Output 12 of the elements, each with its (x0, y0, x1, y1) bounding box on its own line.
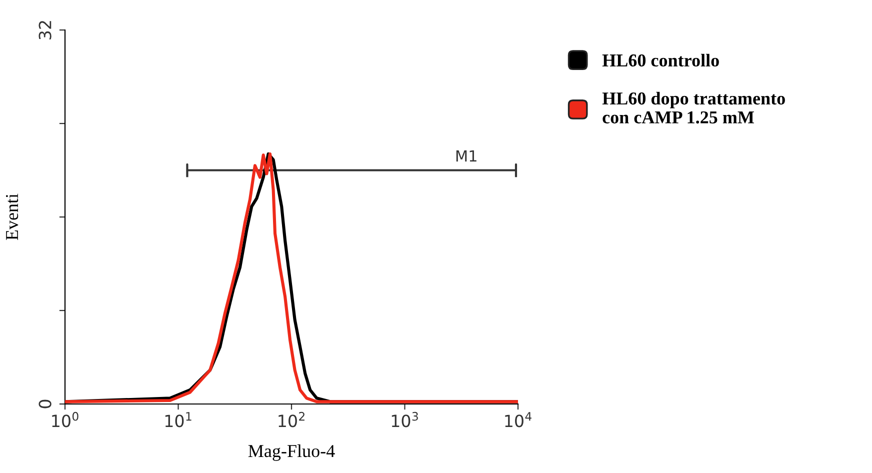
annotation: M1 (456, 150, 476, 162)
y-axis-title: Eventi (6, 194, 18, 240)
x-axis-title: Mag-Fluo-4 (248, 444, 335, 461)
x-tick-label: 10$^{2}$ (278, 412, 304, 428)
x-tick-label: 10$^{3}$ (392, 412, 418, 428)
legend-label: HL60 controllo (602, 54, 719, 67)
y-tick-label: 0 (38, 400, 52, 408)
x-tick-label: 10$^{1}$ (165, 412, 192, 428)
legend-label: HL60 dopo trattamento con cAMP 1.25 mM (602, 92, 785, 124)
y-tick-label: 32 (38, 21, 52, 40)
x-tick-label: 10$^{0}$ (52, 412, 78, 428)
x-tick-label: 10$^{4}$ (505, 412, 532, 428)
